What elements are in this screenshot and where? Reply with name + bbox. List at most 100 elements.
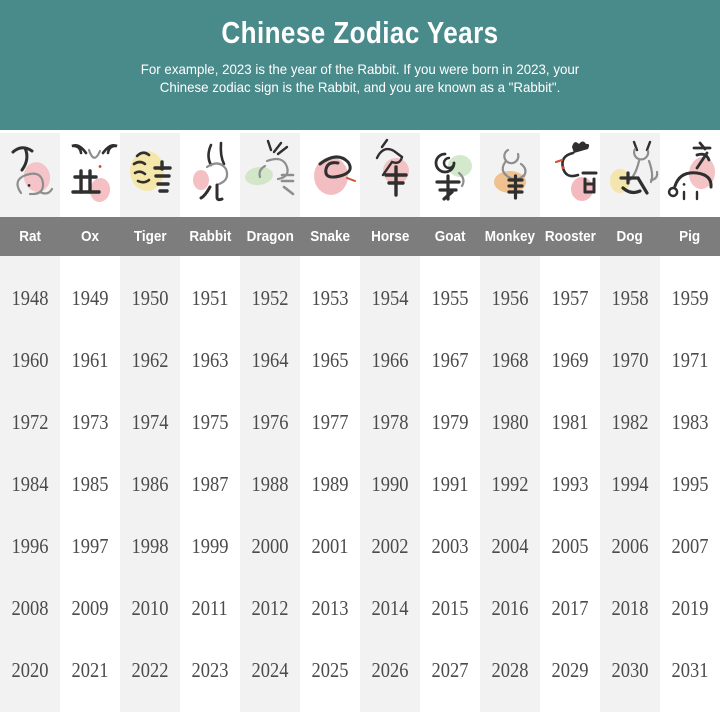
year-value: 2025 <box>311 657 349 682</box>
year-cell: 1987 <box>180 472 240 497</box>
column-header-goat: Goat <box>420 217 480 256</box>
year-cell: 1955 <box>420 286 480 311</box>
year-cell: 1995 <box>660 472 720 497</box>
year-cell: 1976 <box>240 410 300 435</box>
year-cell: 2011 <box>180 596 240 621</box>
zodiac-art-cell-monkey <box>480 133 540 217</box>
year-value: 1964 <box>251 347 289 372</box>
year-value: 2028 <box>491 657 529 682</box>
year-value: 2009 <box>71 595 109 620</box>
year-cell: 2009 <box>60 596 120 621</box>
year-cell: 2008 <box>0 596 60 621</box>
column-header-label: Goat <box>434 228 466 245</box>
year-value: 1957 <box>551 285 589 310</box>
year-cell: 1986 <box>120 472 180 497</box>
column-header-label: Ox <box>80 228 99 245</box>
year-row: 2008 2009 2010 2011 2012 2013 2014 2015 2016 2017… <box>0 577 720 639</box>
zodiac-art-cell-pig <box>660 133 720 217</box>
header-banner: Chinese Zodiac Years For example, 2023 i… <box>0 0 720 130</box>
year-cell: 1966 <box>360 348 420 373</box>
year-value: 1977 <box>311 409 349 434</box>
zodiac-ox-icon <box>71 144 118 202</box>
year-value: 1974 <box>131 409 169 434</box>
year-value: 1999 <box>191 533 229 558</box>
zodiac-horse-icon <box>375 138 409 197</box>
year-cell: 1964 <box>240 348 300 373</box>
year-value: 1995 <box>671 471 709 496</box>
year-cell: 1978 <box>360 410 420 435</box>
year-value: 1983 <box>671 409 709 434</box>
column-header-label: Rat <box>19 228 41 245</box>
zodiac-rooster-icon <box>554 141 598 201</box>
year-value: 2010 <box>131 595 169 620</box>
zodiac-tiger-icon <box>130 151 172 193</box>
zodiac-goat-icon <box>434 152 472 201</box>
year-value: 1969 <box>551 347 589 372</box>
year-value: 2031 <box>671 657 709 682</box>
year-value: 1961 <box>71 347 109 372</box>
year-row: 1972 1973 1974 1975 1976 1977 1978 1979 1980 1981… <box>0 391 720 453</box>
year-value: 2015 <box>431 595 469 620</box>
year-value: 2030 <box>611 657 649 682</box>
year-value: 1973 <box>71 409 109 434</box>
year-cell: 1996 <box>0 534 60 559</box>
year-cell: 1965 <box>300 348 360 373</box>
year-value: 2022 <box>131 657 169 682</box>
year-cell: 2020 <box>0 658 60 683</box>
year-value: 2013 <box>311 595 349 620</box>
column-header-tiger: Tiger <box>120 217 180 256</box>
year-value: 1992 <box>491 471 529 496</box>
year-cell: 1989 <box>300 472 360 497</box>
year-value: 2005 <box>551 533 589 558</box>
year-cell: 2014 <box>360 596 420 621</box>
column-header-horse: Horse <box>360 217 420 256</box>
year-cell: 1968 <box>480 348 540 373</box>
column-header-rabbit: Rabbit <box>180 217 240 256</box>
zodiac-rat-icon <box>11 146 54 196</box>
year-value: 1975 <box>191 409 229 434</box>
year-cell: 1956 <box>480 286 540 311</box>
year-cell: 2007 <box>660 534 720 559</box>
year-cell: 1992 <box>480 472 540 497</box>
year-value: 2029 <box>551 657 589 682</box>
column-header-label: Pig <box>679 228 701 245</box>
year-value: 1981 <box>551 409 589 434</box>
subtitle-line-2: Chinese zodiac sign is the Rabbit, and y… <box>159 79 561 95</box>
year-value: 1989 <box>311 471 349 496</box>
year-row: 2020 2021 2022 2023 2024 2025 2026 2027 2028 2029… <box>0 639 720 701</box>
year-value: 1971 <box>671 347 709 372</box>
year-value: 2000 <box>251 533 289 558</box>
year-value: 2024 <box>251 657 289 682</box>
column-header-label: Snake <box>310 228 350 245</box>
year-value: 1949 <box>71 285 109 310</box>
column-header-label: Rooster <box>544 228 596 245</box>
page-title: Chinese Zodiac Years <box>221 15 499 50</box>
year-value: 1976 <box>251 409 289 434</box>
year-cell: 2016 <box>480 596 540 621</box>
year-value: 2012 <box>251 595 289 620</box>
year-value: 1954 <box>371 285 409 310</box>
year-cell: 1990 <box>360 472 420 497</box>
year-row: 1960 1961 1962 1963 1964 1965 1966 1967 1968 1969… <box>0 329 720 391</box>
column-header-snake: Snake <box>300 217 360 256</box>
zodiac-dragon-icon <box>245 139 295 196</box>
year-cell: 2024 <box>240 658 300 683</box>
year-value: 1956 <box>491 285 529 310</box>
year-cell: 1985 <box>60 472 120 497</box>
year-value: 1948 <box>11 285 49 310</box>
year-cell: 1969 <box>540 348 600 373</box>
year-cell: 1973 <box>60 410 120 435</box>
year-cell: 2023 <box>180 658 240 683</box>
year-cell: 2030 <box>600 658 660 683</box>
year-value: 1965 <box>311 347 349 372</box>
year-value: 1959 <box>671 285 709 310</box>
zodiac-art-cell-dragon <box>240 133 300 217</box>
year-cell: 2012 <box>240 596 300 621</box>
year-cell: 1957 <box>540 286 600 311</box>
year-value: 1955 <box>431 285 469 310</box>
year-cell: 2002 <box>360 534 420 559</box>
zodiac-dog-icon <box>610 140 659 195</box>
year-cell: 1961 <box>60 348 120 373</box>
zodiac-art-cell-rabbit <box>180 133 240 217</box>
column-header-rat: Rat <box>0 217 60 256</box>
